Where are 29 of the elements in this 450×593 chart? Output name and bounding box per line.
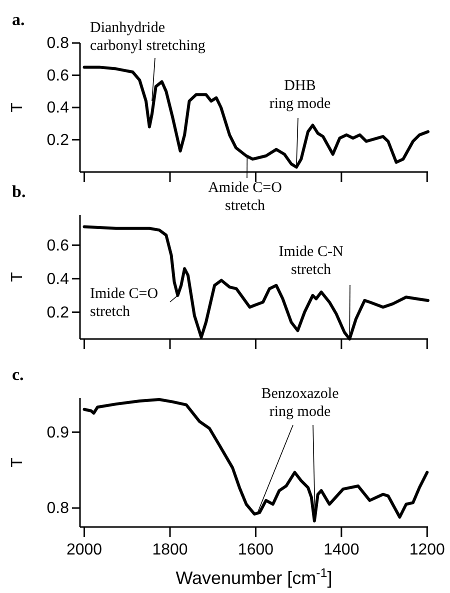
annotation: DHB ring mode [269,78,331,112]
x-tick-label: 1400 [324,541,360,558]
y-tick-label: 0.8 [46,500,70,518]
x-tick-label: 1600 [238,541,274,558]
chart-title: b. [12,182,26,201]
y-tick-label: 0.4 [46,270,70,288]
y-tick-label: 0.2 [46,132,70,149]
y-tick-label: 0.9 [46,424,70,442]
annotation: Amide C=O stretch [208,180,282,214]
y-axis-title: T [9,272,26,282]
x-tick-label: 1200 [409,541,446,558]
annotation: Dianhydride carbonyl stretching [90,20,206,54]
annotation: Benzoxazole ring mode [261,386,340,420]
annotation: Imide C=O stretch [90,286,158,320]
y-tick-label: 0.4 [46,100,70,117]
line-series [82,225,430,340]
x-tick-label: 2000 [66,541,102,558]
y-tick-label: 0.8 [46,35,70,52]
annotation: Imide C-N stretch [278,244,344,278]
line-series [82,398,429,522]
x-axis-title: Wavenumber [cm$^{-1}$] [176,566,332,588]
y-tick-label: 0.6 [46,67,70,84]
chart-title: c. [12,365,24,384]
y-tick-label: 0.2 [46,304,70,322]
chart-title: a. [12,10,25,29]
y-axis-title: T [9,102,26,112]
x-tick-label: 1800 [152,541,188,558]
y-tick-label: 0.6 [46,237,70,254]
y-axis-title: T [9,457,26,468]
